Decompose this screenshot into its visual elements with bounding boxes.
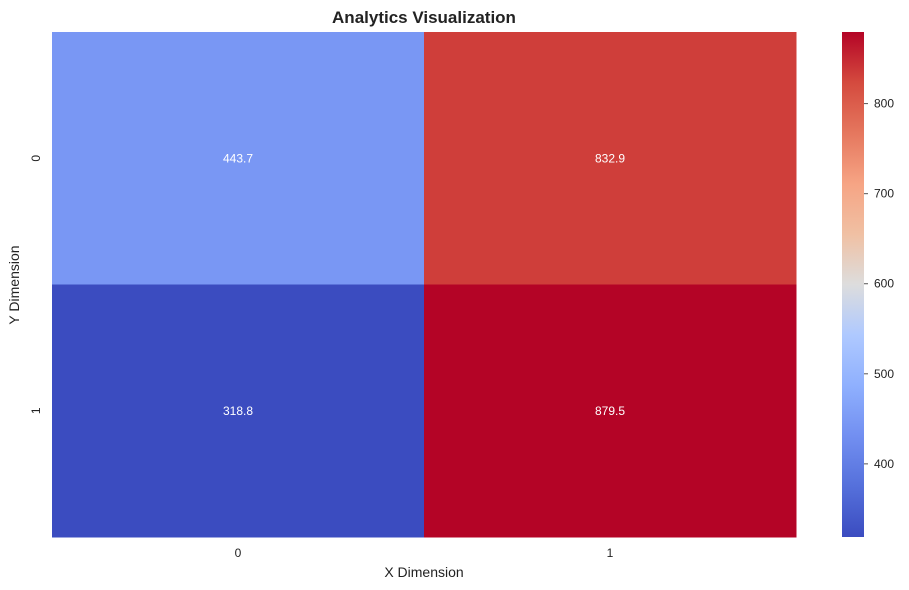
heatmap-cell-r0-c1 (424, 32, 797, 285)
x-tick-label: 0 (235, 546, 242, 560)
y-tick-label: 1 (29, 407, 43, 414)
y-axis-label: Y Dimension (6, 245, 22, 324)
y-tick-label: 0 (29, 155, 43, 162)
x-axis-label: X Dimension (384, 564, 463, 580)
y-axis-ticks: 01 (29, 155, 43, 415)
colorbar-tick-label: 700 (874, 187, 894, 201)
colorbar (842, 32, 864, 537)
heatmap-cell-r1-c1 (424, 284, 797, 538)
cell-value-r0-c1: 832.9 (595, 151, 625, 165)
cell-value-r0-c0: 443.7 (223, 151, 253, 165)
cell-value-r1-c1: 879.5 (595, 404, 625, 418)
colorbar-tick-label: 500 (874, 367, 894, 381)
colorbar-ticks: 400 500 600 700 800 (864, 97, 894, 471)
x-tick-label: 1 (607, 546, 614, 560)
chart-title: Analytics Visualization (332, 8, 516, 27)
colorbar-tick-label: 800 (874, 97, 894, 111)
cell-value-r1-c0: 318.8 (223, 404, 253, 418)
heatmap-cell-r0-c0 (52, 32, 425, 285)
colorbar-tick-label: 600 (874, 277, 894, 291)
colorbar-tick-label: 400 (874, 457, 894, 471)
heatmap-cells (52, 32, 797, 538)
heatmap-cell-r1-c0 (52, 284, 425, 538)
heatmap-cell-labels: 443.7 832.9 318.8 879.5 (223, 151, 625, 418)
